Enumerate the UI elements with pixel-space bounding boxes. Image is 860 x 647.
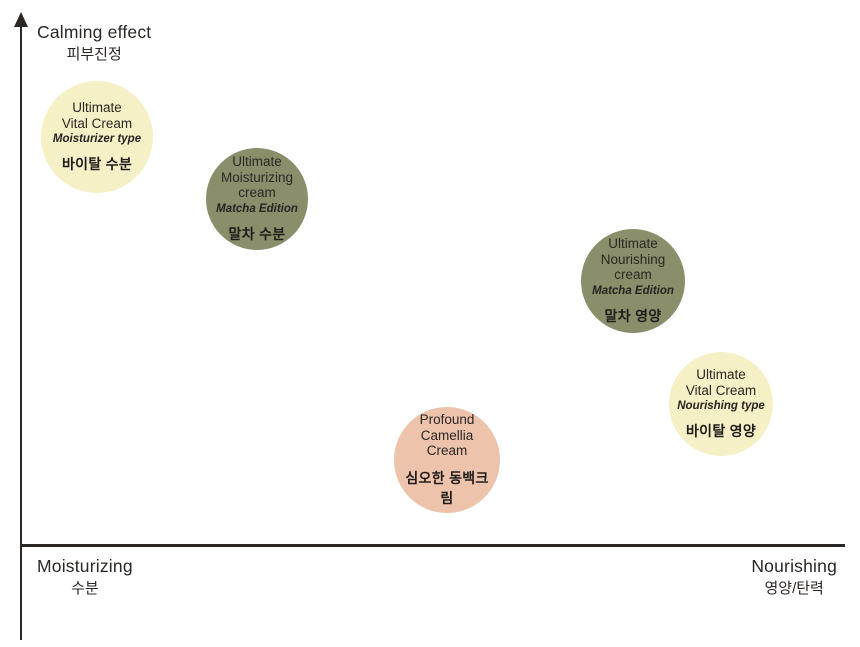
x-axis-right-label-korean: 영양/탄력 [764, 579, 824, 597]
product-type: Nourishing type [677, 400, 765, 413]
x-axis-left-label-english: Moisturizing [37, 556, 133, 576]
product-type: Moisturizer type [52, 133, 142, 146]
y-axis-line [20, 26, 22, 640]
product-name-korean: 말차 수분 [228, 226, 286, 243]
bubble-profound-camellia-cream: Profound Camellia Cream 심오한 동백크림 [394, 407, 500, 513]
y-axis-label-korean: 피부진정 [66, 45, 122, 63]
product-name-korean: 바이탈 영양 [685, 423, 757, 440]
x-axis-line [20, 544, 845, 547]
product-name: Profound Camellia Cream [419, 411, 475, 459]
x-axis-left-label-korean: 수분 [71, 579, 99, 597]
product-type: Matcha Edition [592, 285, 674, 298]
product-name: Ultimate Vital Cream [685, 366, 757, 398]
product-name: Ultimate Moisturizing cream [220, 153, 294, 201]
x-axis-right-label-english: Nourishing [751, 556, 837, 576]
x-axis-right-label: Nourishing 영양/탄력 [751, 556, 837, 599]
bubble-ultimate-vital-cream-moisturizer: Ultimate Vital Cream Moisturizer type 바이… [41, 81, 153, 193]
y-axis-label-english: Calming effect [37, 22, 152, 42]
y-axis-label: Calming effect 피부진정 [37, 22, 151, 65]
product-type: Matcha Edition [216, 203, 298, 216]
y-axis-arrow-up-icon [14, 12, 28, 27]
product-name: Ultimate Vital Cream [61, 99, 133, 131]
bubble-ultimate-vital-cream-nourishing: Ultimate Vital Cream Nourishing type 바이탈… [669, 352, 773, 456]
x-axis-left-label: Moisturizing 수분 [37, 556, 133, 599]
bubble-ultimate-moisturizing-cream-matcha: Ultimate Moisturizing cream Matcha Editi… [206, 148, 308, 250]
product-name-korean: 말차 영양 [604, 308, 662, 325]
product-name-korean: 심오한 동백크림 [405, 470, 489, 507]
product-name-korean: 바이탈 수분 [61, 156, 133, 173]
bubble-ultimate-nourishing-cream-matcha: Ultimate Nourishing cream Matcha Edition… [581, 229, 685, 333]
product-name: Ultimate Nourishing cream [600, 235, 666, 283]
